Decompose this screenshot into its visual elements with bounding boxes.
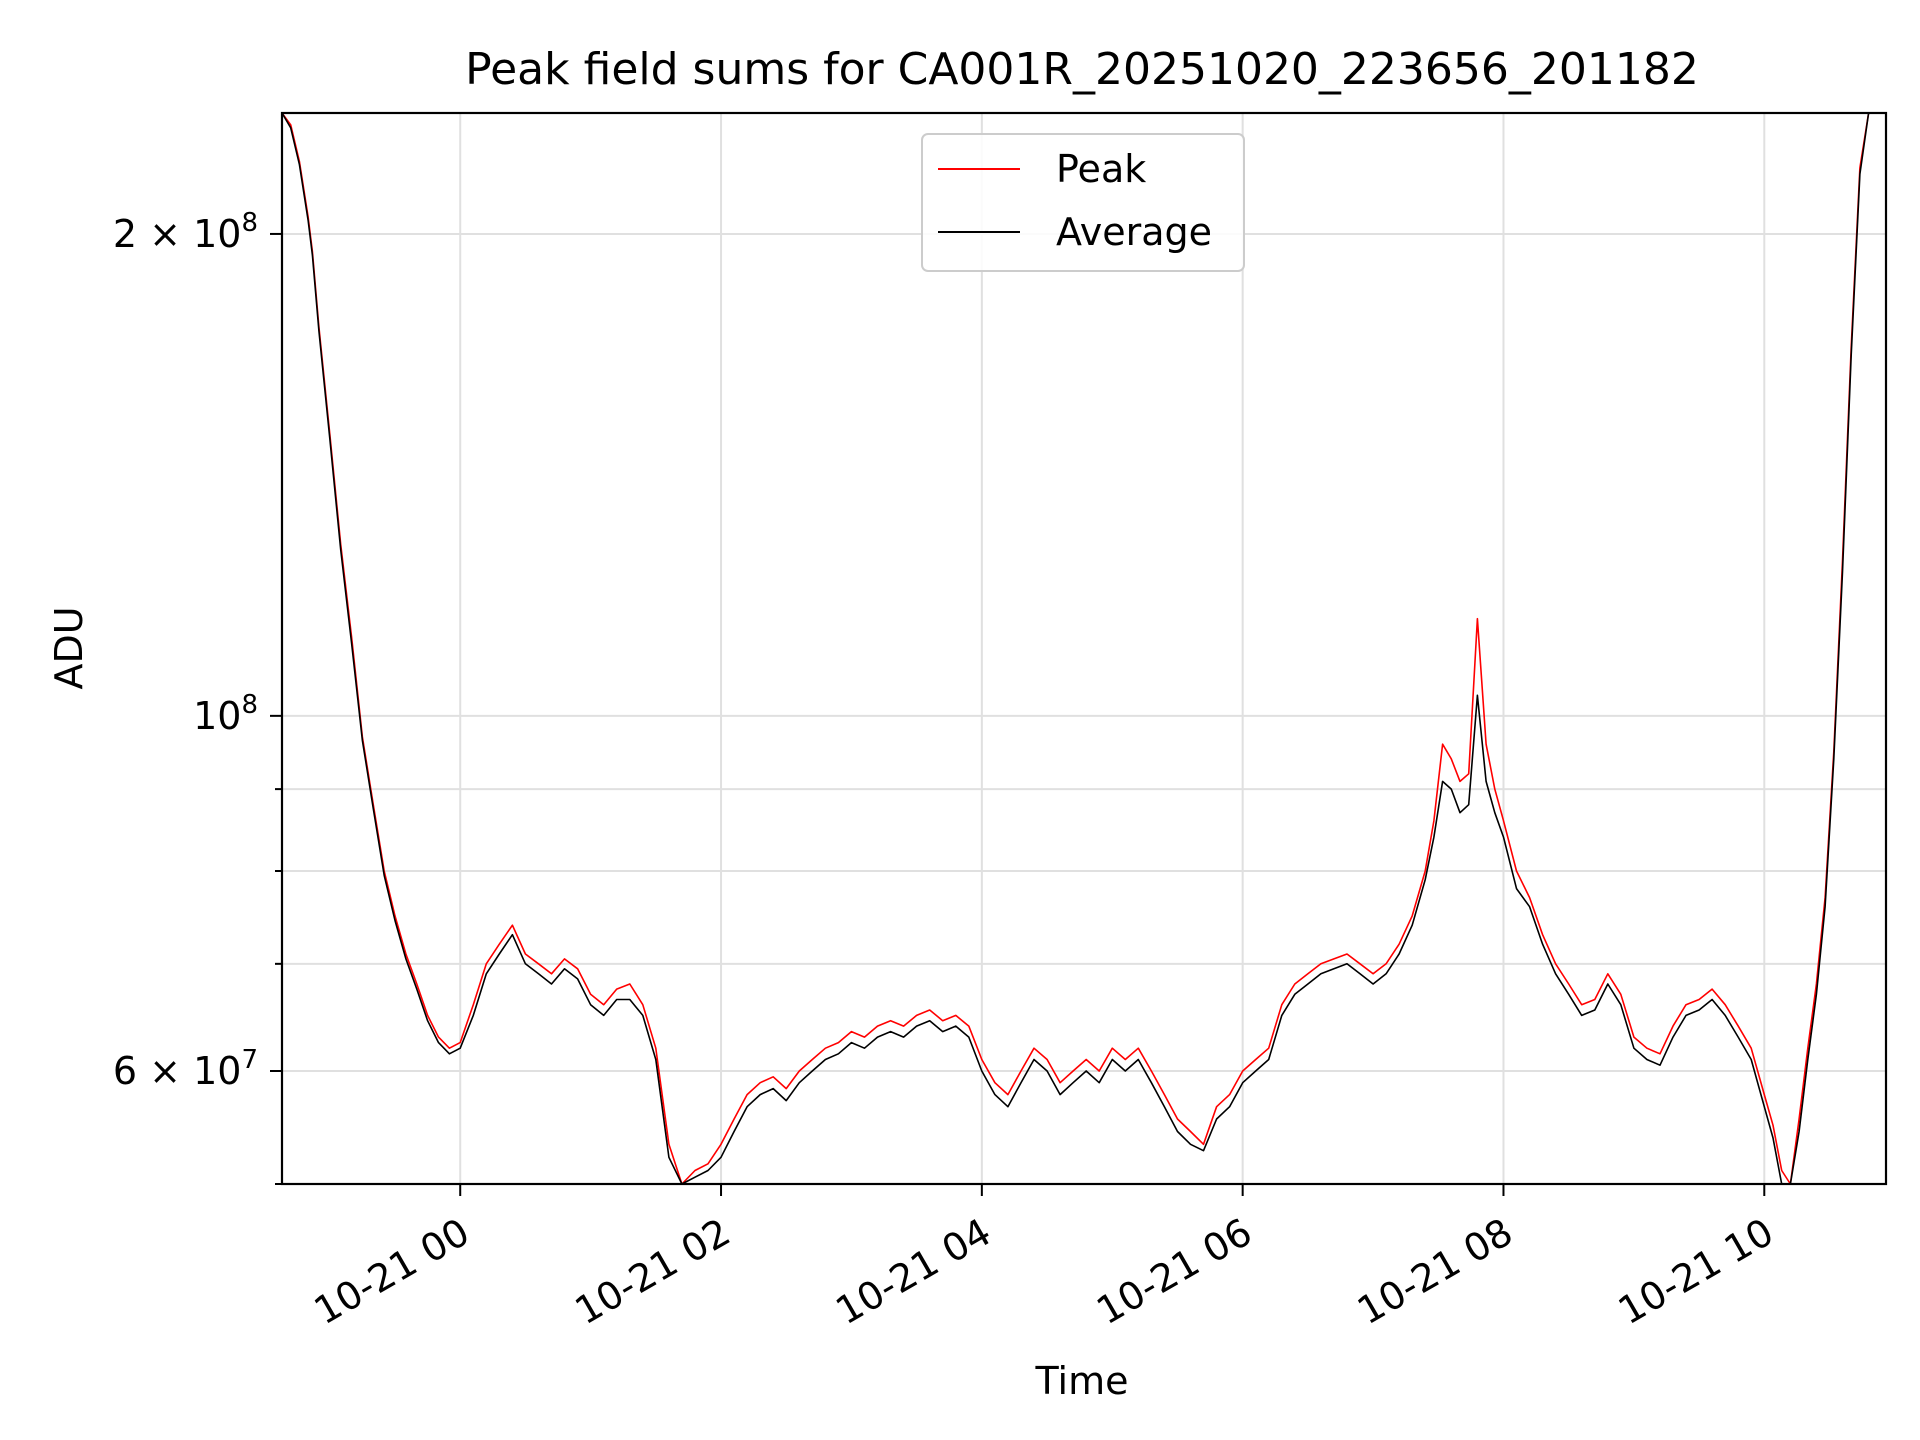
legend-average-label: Average bbox=[1056, 210, 1212, 254]
y-tick-exponent: 8 bbox=[241, 208, 258, 238]
series-layer bbox=[281, 112, 1870, 1185]
y-tick-exponent: 8 bbox=[241, 690, 258, 720]
series-line-average bbox=[281, 112, 1870, 1185]
y-tick-mantissa: 6 × 10 bbox=[113, 1049, 242, 1093]
legend: Peak Average bbox=[921, 133, 1245, 272]
y-tick-exponent: 7 bbox=[241, 1045, 258, 1075]
y-tick-label: 108 bbox=[193, 690, 258, 738]
chart-title: Peak field sums for CA001R_20251020_2236… bbox=[465, 44, 1699, 95]
series-line-peak bbox=[281, 112, 1870, 1185]
y-tick-mantissa: 2 × 10 bbox=[113, 212, 242, 256]
grid-lines bbox=[282, 113, 1886, 1185]
legend-peak-label: Peak bbox=[1056, 147, 1146, 191]
plot-frame bbox=[280, 111, 1888, 1186]
y-axis-label: ADU bbox=[47, 606, 91, 689]
x-axis-label: Time bbox=[1035, 1359, 1129, 1403]
y-tick-label: 2 × 108 bbox=[113, 208, 258, 256]
y-tick-mantissa: 10 bbox=[193, 694, 241, 738]
y-tick-label: 6 × 107 bbox=[113, 1045, 258, 1093]
